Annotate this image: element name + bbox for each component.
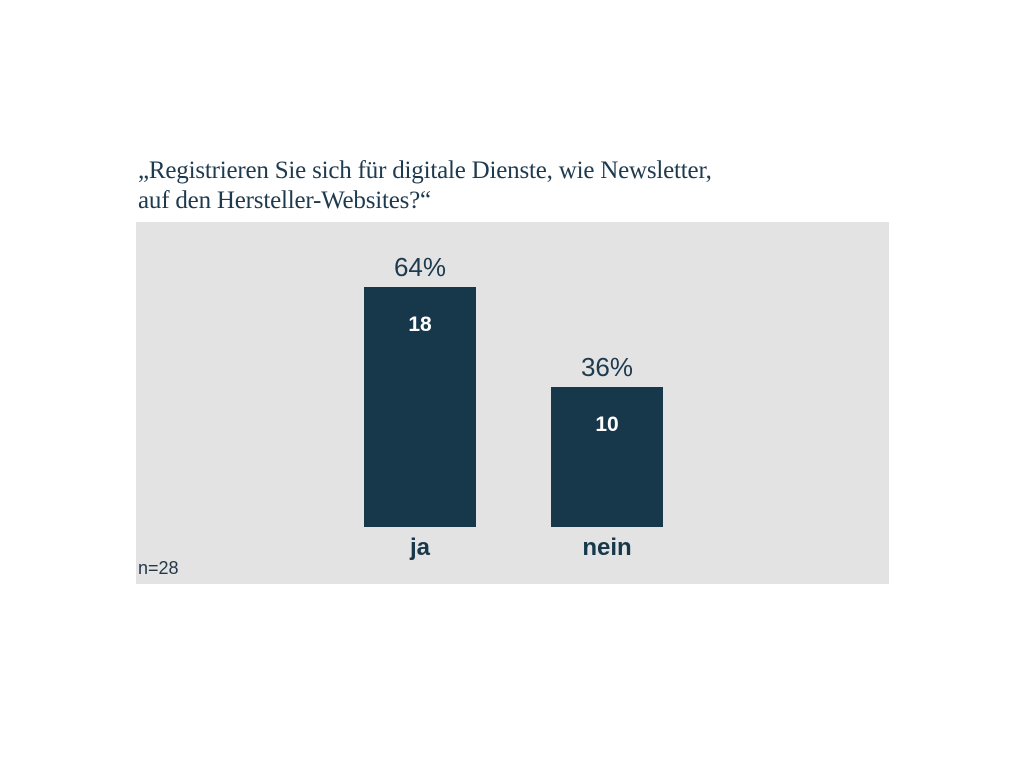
category-label-nein: nein — [582, 534, 632, 561]
sample-size-label: n=28 — [138, 558, 179, 578]
plot-area: 64% 18 ja 36% 10 nein n=28 — [136, 222, 889, 584]
bar-ja: 18 — [364, 287, 476, 527]
count-label-ja: 18 — [408, 313, 432, 336]
count-label-nein: 10 — [595, 413, 619, 436]
percent-label-nein: 36% — [580, 352, 634, 382]
bar-nein: 10 — [551, 387, 663, 527]
chart-title: „Registrieren Sie sich für digitale Dien… — [138, 156, 878, 216]
chart-title-line2: auf den Hersteller-Websites?“ — [138, 187, 431, 214]
category-label-ja: ja — [409, 534, 430, 561]
percent-label-ja: 64% — [393, 252, 447, 282]
chart-title-line1: „Registrieren Sie sich für digitale Dien… — [138, 157, 712, 184]
